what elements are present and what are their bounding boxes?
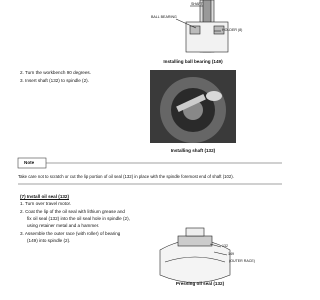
caption: Installing ball bearing (149)	[163, 59, 223, 64]
step: (149) into spindle (2).	[27, 238, 71, 243]
caption: Installing shaft (132)	[170, 148, 216, 153]
note-heading: Note	[24, 160, 35, 165]
caption: Pressing oil seal (132)	[175, 281, 225, 286]
label: (OUTER RACE)	[229, 259, 255, 263]
step: 3. Insert shaft (132) to spindle (2).	[20, 78, 89, 83]
step: 2. Turn the workbench 90 degrees.	[20, 70, 91, 75]
step: 1. Turn over travel motor.	[20, 201, 72, 206]
step: 3. Assemble the outer race (with roller)…	[20, 231, 121, 236]
ball-bearing-diagram	[175, 0, 229, 53]
label: 132	[222, 244, 228, 248]
section-title: (7) Install oil seal (132)	[20, 194, 70, 199]
label: 149	[228, 252, 234, 256]
oil-seal-diagram	[159, 227, 231, 283]
label: BALL BEARING	[151, 15, 177, 19]
note-text: Take care not to scratch or cut the lip …	[18, 174, 234, 179]
page: {"figures": [ {"caption": "Installing ba…	[17, 0, 282, 286]
label: SHAFT	[191, 2, 203, 6]
step: using retainer metal and a hammer.	[27, 223, 100, 228]
illustrations	[17, 0, 282, 283]
label: HOLDER (8)	[222, 28, 243, 32]
note-box	[17, 157, 47, 169]
step: fix oil seal (132) into the oil seal hol…	[27, 216, 130, 221]
step: 2. Coat the lip of the oil seal with lit…	[20, 209, 125, 214]
shaft-photo	[150, 70, 236, 143]
